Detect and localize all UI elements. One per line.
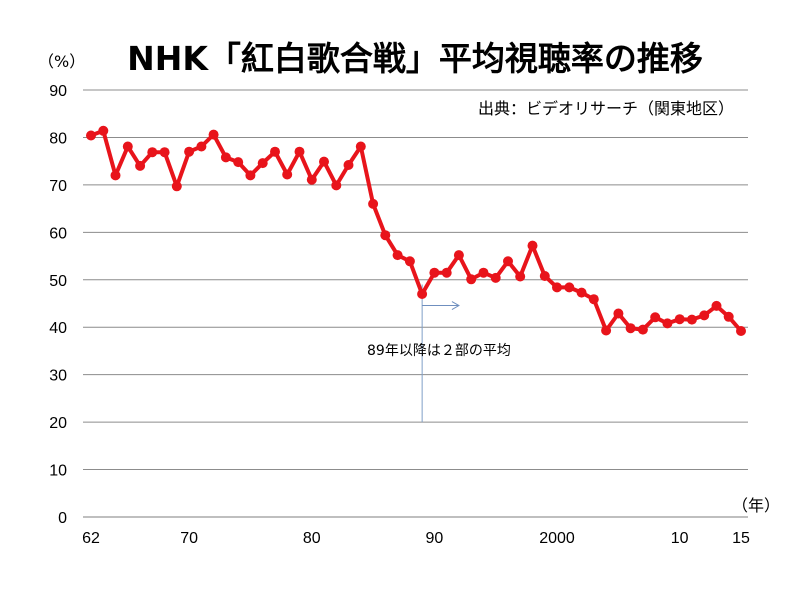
data-point	[319, 156, 329, 167]
data-point	[674, 314, 685, 325]
x-tick-label: 70	[180, 530, 198, 547]
data-point	[355, 141, 366, 152]
y-tick-label: 20	[49, 415, 67, 432]
annotation-text: 89年以降は２部の平均	[367, 343, 511, 359]
data-point	[637, 324, 648, 335]
data-point	[368, 198, 379, 209]
gridlines	[83, 89, 748, 518]
data-point	[650, 312, 661, 323]
data-point	[159, 147, 170, 158]
annotation-arrowhead	[451, 301, 460, 310]
y-tick-labels: 0 10 20 30 40 50 60 70 80 90	[49, 83, 67, 527]
data-point	[380, 230, 391, 241]
data-point	[110, 170, 121, 181]
data-point	[86, 130, 96, 141]
data-point	[220, 152, 231, 163]
data-point	[331, 180, 342, 191]
data-point	[392, 250, 403, 261]
data-point	[453, 250, 464, 261]
y-tick-label: 50	[49, 273, 67, 290]
x-tick-labels: 62 70 80 90 2000 10 15	[82, 530, 750, 547]
series-line	[89, 128, 743, 333]
data-point	[686, 314, 697, 325]
data-point	[294, 146, 305, 157]
data-point	[564, 282, 575, 293]
data-point	[245, 170, 256, 181]
chart-title: NHK「紅白歌合戦」平均視聴率の推移	[127, 39, 703, 78]
data-point	[515, 271, 526, 282]
data-point	[478, 267, 489, 278]
annotation: 89年以降は２部の平均	[367, 284, 511, 423]
data-point	[122, 141, 133, 152]
data-point	[417, 289, 428, 299]
y-tick-label: 10	[49, 463, 67, 480]
data-point	[184, 146, 195, 157]
y-tick-label: 70	[49, 178, 67, 195]
data-point	[552, 282, 562, 293]
x-axis-unit: （年）	[732, 496, 780, 515]
data-point	[429, 267, 440, 278]
data-point	[711, 300, 722, 311]
data-point	[527, 240, 538, 251]
x-tick-label: 15	[732, 530, 750, 547]
data-point	[539, 271, 550, 281]
data-point	[343, 160, 354, 170]
data-point	[233, 157, 244, 168]
data-point	[576, 287, 587, 298]
source-note: 出典：ビデオリサーチ（関東地区）	[478, 99, 734, 118]
data-point	[601, 325, 612, 336]
data-point	[98, 125, 109, 136]
y-tick-label: 60	[49, 225, 67, 242]
data-point	[257, 158, 268, 169]
x-tick-label: 2000	[539, 530, 575, 547]
data-point	[441, 267, 452, 278]
y-tick-label: 0	[58, 510, 67, 527]
x-tick-label: 10	[671, 530, 689, 547]
data-point	[625, 323, 636, 334]
data-point	[503, 256, 513, 267]
y-tick-label: 40	[49, 320, 67, 337]
data-point	[699, 310, 710, 321]
data-point	[147, 147, 158, 158]
data-point	[208, 129, 219, 140]
y-axis-unit: （%）	[38, 52, 85, 71]
data-point	[306, 174, 317, 185]
data-point	[171, 181, 182, 192]
data-point	[466, 274, 477, 285]
y-tick-label: 90	[49, 83, 67, 100]
data-point	[588, 294, 599, 305]
data-point	[736, 326, 746, 336]
data-point	[613, 308, 624, 319]
data-point	[196, 141, 207, 152]
data-point	[135, 160, 146, 171]
data-point	[490, 272, 501, 283]
data-point	[404, 256, 415, 267]
data-point	[270, 146, 280, 157]
y-tick-label: 30	[49, 368, 67, 385]
x-tick-label: 62	[82, 530, 100, 547]
y-tick-label: 80	[49, 130, 67, 147]
data-series	[86, 125, 746, 336]
data-point	[282, 169, 293, 180]
x-tick-label: 80	[303, 530, 321, 547]
data-point	[723, 311, 734, 322]
x-tick-label: 90	[425, 530, 443, 547]
data-point	[662, 318, 673, 329]
